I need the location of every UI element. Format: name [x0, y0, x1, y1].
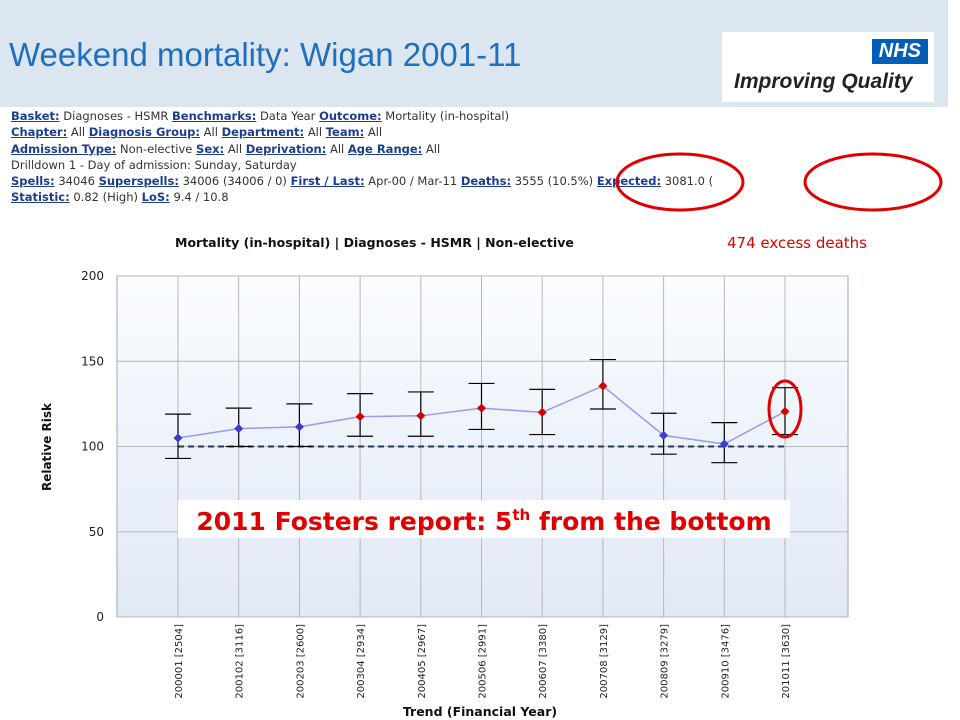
x-axis-label: Trend (Financial Year): [403, 704, 557, 719]
fosters-prefix: 2011 Fosters report: 5: [196, 507, 512, 536]
excess-deaths-annotation: 474 excess deaths: [727, 234, 867, 252]
x-tick-label: 200304 [2934]: [356, 624, 367, 699]
x-tick-label: 200102 [3116]: [235, 624, 246, 699]
x-tick-label: 200809 [3279]: [660, 624, 671, 699]
x-tick-label: 200506 [2991]: [478, 624, 489, 699]
info-value: Data Year: [259, 109, 316, 123]
info-line: Statistic: 0.82 (High) LoS: 9.4 / 10.8: [11, 189, 960, 205]
info-label[interactable]: Expected:: [596, 174, 662, 189]
info-label[interactable]: Diagnosis Group:: [88, 125, 200, 140]
info-label[interactable]: Sex:: [196, 141, 225, 156]
nhs-badge: NHS: [871, 39, 928, 64]
info-value: 34006 (34006 / 0): [182, 174, 287, 189]
info-value: All: [425, 141, 441, 156]
logo-text: Improving Quality: [734, 70, 913, 93]
info-label[interactable]: Statistic:: [11, 190, 70, 205]
y-axis: 0 50 100 150 200: [81, 269, 104, 624]
info-label[interactable]: Team:: [325, 125, 365, 140]
y-tick-label: 200: [81, 269, 104, 283]
data-point: [659, 430, 669, 440]
nhs-logo: NHS Improving Quality: [722, 32, 934, 102]
expected-highlight-circle: [803, 152, 943, 212]
x-tick-label: 200607 [3380]: [538, 624, 549, 699]
info-value: Non-elective: [120, 141, 193, 156]
data-point: [416, 411, 426, 421]
data-point: [780, 407, 790, 417]
fosters-annotation: 2011 Fosters report: 5th from the bottom: [196, 506, 771, 536]
data-point: [598, 381, 608, 391]
x-tick-label: 201011 [3630]: [781, 624, 792, 699]
data-point: [234, 424, 244, 434]
x-tick-label: 200203 [2600]: [295, 624, 306, 699]
x-axis: 200001 [2504] 200102 [3116] 200203 [2600] 2…: [174, 624, 792, 699]
info-label[interactable]: Admission Type:: [11, 141, 117, 156]
info-value: Mortality (in-hospital): [385, 109, 510, 123]
info-label[interactable]: Chapter:: [11, 125, 68, 140]
info-label[interactable]: Department:: [221, 125, 305, 140]
info-value: Apr-00 / Mar-11: [368, 174, 458, 189]
chart-title: Mortality (in-hospital) | Diagnoses - HS…: [175, 235, 574, 250]
info-label[interactable]: First / Last:: [290, 174, 365, 189]
info-label[interactable]: Spells:: [11, 174, 55, 189]
info-line: Spells: 34046 Superspells: 34006 (34006 …: [11, 173, 960, 189]
data-point: [355, 412, 365, 422]
y-tick-label: 50: [89, 525, 104, 539]
data-point: [477, 403, 486, 413]
info-label[interactable]: LoS:: [141, 190, 170, 205]
info-value: All: [329, 141, 345, 156]
info-value: 3081.0 (: [664, 174, 714, 189]
x-tick-label: 200708 [3129]: [599, 624, 610, 699]
data-point: [294, 422, 304, 432]
info-value: 3555 (10.5%): [514, 174, 594, 189]
info-value: Diagnoses - HSMR: [63, 109, 169, 123]
deaths-highlight-circle: [615, 152, 745, 212]
series: [165, 358, 798, 464]
info-value: All: [70, 125, 86, 140]
info-line: Drilldown 1 - Day of admission: Sunday, …: [11, 157, 960, 173]
y-tick-label: 0: [96, 610, 104, 624]
info-label[interactable]: Basket:: [11, 109, 60, 123]
fosters-label-background: [178, 500, 790, 538]
info-label[interactable]: Benchmarks:: [172, 109, 257, 123]
slide-title: Weekend mortality: Wigan 2001-11: [9, 36, 522, 73]
info-value: 34046: [58, 174, 95, 189]
info-value: 0.82 (High): [73, 190, 139, 205]
info-value: All: [227, 141, 243, 156]
info-label[interactable]: Age Range:: [347, 141, 423, 156]
info-label[interactable]: Deprivation:: [245, 141, 327, 156]
info-label[interactable]: Outcome:: [319, 109, 382, 123]
y-tick-label: 150: [81, 354, 104, 368]
info-value: All: [307, 125, 323, 140]
latest-year-highlight-circle: [767, 379, 803, 439]
fosters-superscript: th: [512, 506, 530, 524]
y-axis-label: Relative Risk: [40, 402, 54, 491]
x-tick-label: 200405 [2967]: [417, 624, 428, 699]
fosters-suffix: from the bottom: [530, 507, 771, 536]
info-line: Chapter: All Diagnosis Group: All Depart…: [11, 124, 960, 140]
data-point: [173, 433, 183, 443]
y-tick-label: 100: [81, 440, 104, 454]
info-value: 9.4 / 10.8: [173, 190, 229, 205]
info-line: Admission Type: Non-elective Sex: All De…: [11, 141, 960, 157]
x-tick-label: 200910 [3476]: [720, 624, 731, 699]
x-tick-label: 200001 [2504]: [174, 624, 185, 699]
title-bar: Weekend mortality: Wigan 2001-11 NHS Imp…: [0, 0, 948, 107]
report-parameters: Basket: Diagnoses - HSMR Benchmarks: Dat…: [11, 108, 960, 208]
info-value: Drilldown 1 - Day of admission: Sunday, …: [11, 157, 297, 172]
info-label[interactable]: Deaths:: [460, 174, 512, 189]
data-point: [719, 439, 729, 449]
info-line: Basket: Diagnoses - HSMR Benchmarks: Dat…: [11, 108, 960, 124]
info-value: All: [203, 125, 218, 140]
data-point: [537, 407, 547, 417]
info-value: All: [367, 125, 383, 140]
info-label[interactable]: Superspells:: [98, 174, 179, 189]
